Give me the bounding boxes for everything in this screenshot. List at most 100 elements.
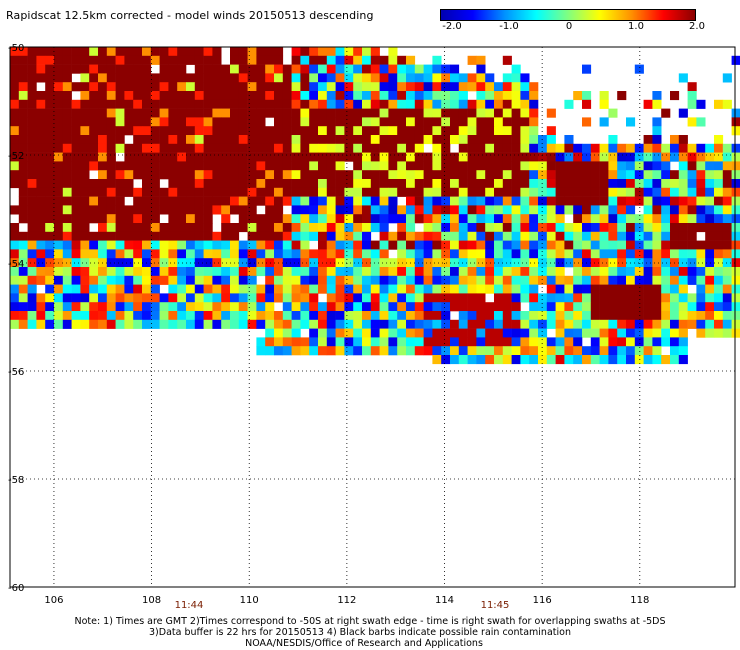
wind-cell bbox=[441, 170, 451, 180]
wind-cell bbox=[291, 196, 301, 206]
wind-cell bbox=[467, 258, 477, 268]
wind-cell bbox=[142, 161, 152, 171]
wind-cell bbox=[529, 205, 539, 215]
wind-cell bbox=[362, 108, 372, 118]
wind-cell bbox=[335, 214, 345, 224]
wind-cell bbox=[590, 319, 600, 329]
wind-cell bbox=[502, 284, 512, 294]
wind-cell bbox=[36, 99, 46, 109]
wind-cell bbox=[274, 91, 284, 101]
wind-cell bbox=[661, 275, 671, 285]
wind-cell bbox=[397, 284, 407, 294]
wind-cell bbox=[423, 117, 433, 127]
wind-cell bbox=[115, 73, 125, 83]
wind-cell bbox=[168, 143, 178, 153]
wind-cell bbox=[634, 223, 644, 233]
wind-cell bbox=[520, 82, 530, 92]
wind-cell bbox=[36, 311, 46, 321]
wind-cell bbox=[194, 223, 204, 233]
wind-cell bbox=[115, 249, 125, 259]
wind-cell bbox=[661, 284, 671, 294]
wind-cell bbox=[520, 328, 530, 338]
wind-cell bbox=[115, 55, 125, 65]
wind-cell bbox=[599, 275, 609, 285]
longitude-label: 114 bbox=[435, 595, 454, 606]
wind-cell bbox=[274, 337, 284, 347]
wind-cell bbox=[115, 231, 125, 241]
wind-cell bbox=[36, 196, 46, 206]
wind-cell bbox=[494, 328, 504, 338]
wind-cell bbox=[71, 135, 81, 145]
wind-cell bbox=[247, 302, 257, 312]
wind-cell bbox=[18, 231, 28, 241]
wind-cell bbox=[406, 187, 416, 197]
wind-cell bbox=[159, 99, 169, 109]
wind-cell bbox=[520, 293, 530, 303]
wind-cell bbox=[177, 293, 187, 303]
wind-cell bbox=[54, 223, 64, 233]
wind-cell bbox=[502, 319, 512, 329]
wind-cell bbox=[115, 108, 125, 118]
wind-cell bbox=[485, 240, 495, 250]
wind-cell bbox=[344, 108, 354, 118]
wind-cell bbox=[10, 82, 20, 92]
wind-cell bbox=[256, 55, 266, 65]
wind-cell bbox=[661, 337, 671, 347]
wind-cell bbox=[335, 311, 345, 321]
wind-cell bbox=[494, 337, 504, 347]
wind-cell bbox=[423, 258, 433, 268]
wind-cell bbox=[177, 284, 187, 294]
wind-cell bbox=[150, 311, 160, 321]
wind-cell bbox=[494, 82, 504, 92]
wind-cell bbox=[353, 73, 363, 83]
wind-cell bbox=[230, 73, 240, 83]
wind-cell bbox=[71, 205, 81, 215]
wind-cell bbox=[98, 267, 108, 277]
wind-cell bbox=[564, 161, 574, 171]
wind-cell bbox=[62, 91, 72, 101]
wind-cell bbox=[362, 267, 372, 277]
wind-cell bbox=[10, 319, 20, 329]
wind-cell bbox=[458, 284, 468, 294]
wind-cell bbox=[291, 328, 301, 338]
wind-cell bbox=[582, 170, 592, 180]
wind-cell bbox=[89, 284, 99, 294]
wind-cell bbox=[564, 302, 574, 312]
wind-cell bbox=[379, 108, 389, 118]
wind-cell bbox=[230, 99, 240, 109]
latitude-label: -60 bbox=[8, 583, 24, 594]
wind-cell bbox=[159, 302, 169, 312]
wind-cell bbox=[485, 223, 495, 233]
wind-cell bbox=[599, 91, 609, 101]
wind-cell bbox=[520, 170, 530, 180]
wind-cell bbox=[194, 55, 204, 65]
wind-cell bbox=[467, 99, 477, 109]
wind-cell bbox=[687, 179, 697, 189]
wind-cell bbox=[485, 337, 495, 347]
wind-cell bbox=[62, 275, 72, 285]
longitude-label: 110 bbox=[240, 595, 259, 606]
wind-cell bbox=[626, 187, 636, 197]
wind-cell bbox=[71, 47, 81, 57]
wind-cell bbox=[291, 231, 301, 241]
wind-cell bbox=[546, 267, 556, 277]
wind-cell bbox=[494, 346, 504, 356]
wind-cell bbox=[634, 328, 644, 338]
wind-cell bbox=[397, 170, 407, 180]
wind-cell bbox=[247, 73, 257, 83]
wind-cell bbox=[722, 143, 732, 153]
wind-cell bbox=[98, 170, 108, 180]
wind-cell bbox=[291, 187, 301, 197]
wind-cell bbox=[98, 275, 108, 285]
wind-cell bbox=[467, 267, 477, 277]
wind-cell bbox=[652, 319, 662, 329]
wind-cell bbox=[476, 355, 486, 365]
wind-cell bbox=[274, 187, 284, 197]
wind-cell bbox=[388, 73, 398, 83]
wind-cell bbox=[318, 346, 328, 356]
wind-cell bbox=[89, 302, 99, 312]
wind-cell bbox=[309, 73, 319, 83]
wind-cell bbox=[194, 179, 204, 189]
wind-cell bbox=[494, 311, 504, 321]
wind-cell bbox=[344, 240, 354, 250]
